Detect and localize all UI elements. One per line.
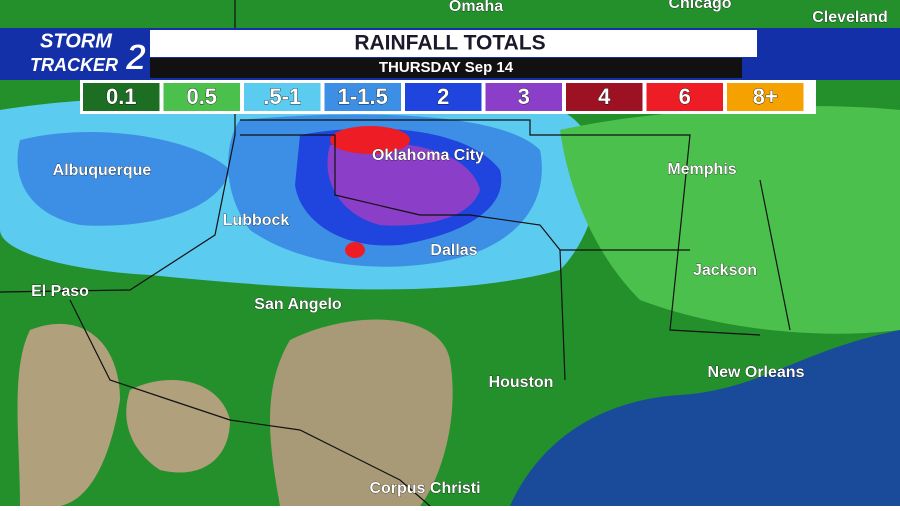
city-label: New Orleans: [708, 364, 805, 381]
logo-text: TRACKER: [30, 55, 118, 75]
city-labels: Omaha Chicago Cleveland Oklahoma City Albuqu…: [31, 0, 888, 498]
legend-swatch: [163, 83, 240, 111]
rain-green: [560, 106, 900, 334]
city-label: Memphis: [667, 161, 736, 178]
city-label: Houston: [489, 374, 554, 391]
legend-swatch: [244, 83, 321, 111]
legend-label: 8+: [753, 84, 778, 109]
city-label: El Paso: [31, 283, 89, 300]
legend-label: 2: [437, 84, 449, 109]
title: RAINFALL TOTALS: [354, 32, 545, 55]
city-label: San Angelo: [254, 296, 342, 313]
legend: 0.1 0.5 .5-1 1-1.5 2 3 4 6 8+: [80, 80, 816, 114]
legend-label: 0.5: [186, 84, 217, 109]
city-label: Cleveland: [812, 9, 888, 26]
rain-red: [330, 126, 410, 154]
legend-label: 6: [679, 84, 691, 109]
legend-label: 4: [598, 84, 611, 109]
legend-swatch: [646, 83, 723, 111]
state-border: [240, 134, 566, 381]
legend-label: .5-1: [263, 84, 301, 109]
city-label: Oklahoma City: [372, 147, 484, 164]
city-label: Albuquerque: [53, 162, 152, 179]
rain-blue: [17, 131, 230, 226]
subtitle-box: [150, 58, 742, 78]
city-label: Dallas: [430, 242, 477, 259]
city-label: Lubbock: [223, 212, 290, 229]
legend-label: 1-1.5: [338, 84, 388, 109]
legend-swatch: [485, 83, 562, 111]
subtitle: THURSDAY Sep 14: [379, 59, 514, 76]
title-box: [150, 30, 757, 57]
legend-label: 0.1: [106, 84, 137, 109]
logo-text: STORM: [40, 30, 113, 52]
rain-red: [345, 242, 365, 258]
legend-swatch: [324, 83, 401, 111]
legend-swatch: [83, 83, 160, 111]
logo-number: 2: [125, 37, 146, 78]
state-border: [69, 179, 791, 507]
city-label: Jackson: [693, 262, 757, 279]
legend-swatch: [727, 83, 804, 111]
gulf-water: [510, 330, 900, 506]
city-label: Omaha: [449, 0, 503, 15]
legend-swatch: [405, 83, 482, 111]
legend-label: 3: [518, 84, 530, 109]
dry-terrain: [17, 323, 120, 506]
city-label: Chicago: [668, 0, 731, 12]
legend-swatch: [566, 83, 643, 111]
rain-purple: [327, 142, 480, 226]
city-label: Corpus Christi: [369, 480, 480, 497]
dry-terrain: [126, 380, 230, 473]
state-border: [240, 119, 761, 336]
dry-terrain: [270, 319, 453, 506]
